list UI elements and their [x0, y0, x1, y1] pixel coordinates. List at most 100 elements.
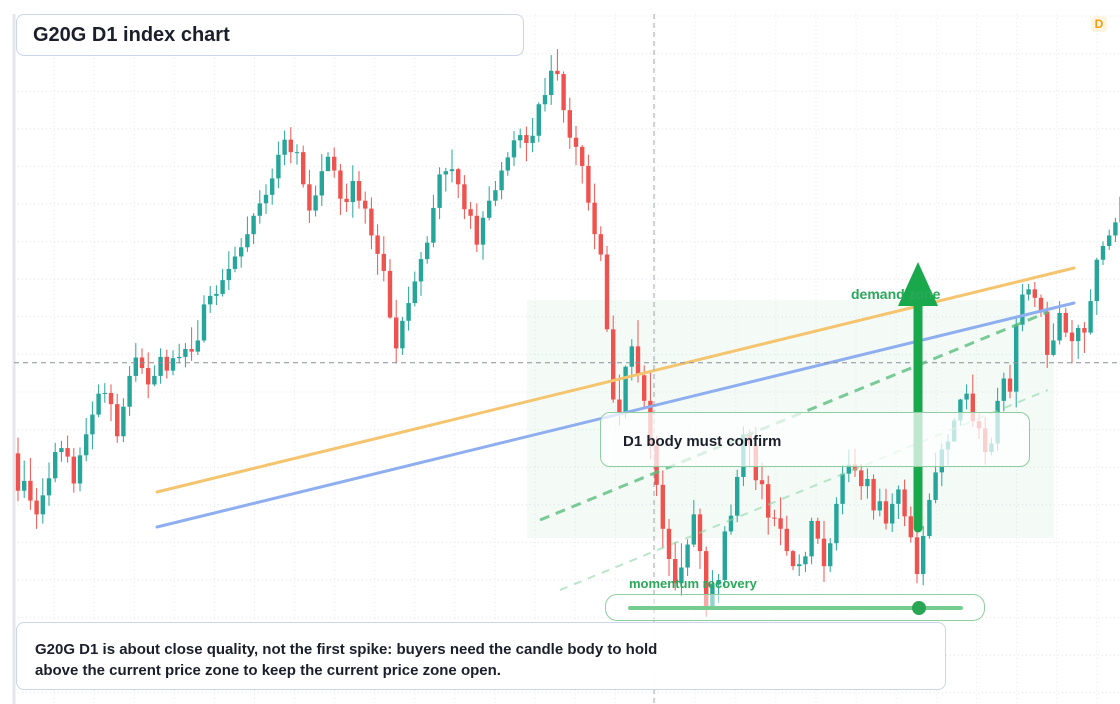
- candle: [201, 295, 207, 343]
- candle-body: [226, 268, 231, 281]
- candle-body: [728, 515, 734, 532]
- candle-body: [803, 556, 808, 565]
- candle-body: [121, 406, 126, 437]
- candle: [1107, 229, 1112, 250]
- candle: [567, 97, 572, 149]
- candle-body: [77, 455, 83, 484]
- candle: [592, 183, 597, 250]
- candle: [139, 348, 145, 374]
- candle-body: [115, 404, 120, 437]
- candle-body: [195, 340, 200, 352]
- candle-body: [462, 184, 467, 210]
- candle-body: [704, 551, 709, 609]
- candle-body: [356, 181, 362, 201]
- candle-body: [170, 358, 176, 371]
- candle: [462, 175, 467, 220]
- candle: [524, 126, 529, 162]
- candle-body: [1076, 328, 1081, 342]
- candle: [319, 154, 324, 206]
- candle-body: [573, 137, 579, 147]
- candle: [152, 365, 157, 387]
- momentum-slider-knob[interactable]: [912, 601, 927, 615]
- candle-body: [245, 234, 250, 248]
- candle-body: [34, 500, 39, 515]
- candle: [239, 238, 244, 268]
- momentum-slider-track: [628, 606, 963, 610]
- candle-body: [592, 202, 597, 235]
- candle: [183, 343, 188, 368]
- candle-body: [239, 247, 244, 257]
- candle: [679, 543, 684, 597]
- candle-body: [263, 194, 269, 204]
- candle: [784, 515, 789, 556]
- candle-body: [790, 551, 796, 567]
- candle: [555, 49, 560, 81]
- candle: [344, 183, 349, 212]
- candle: [685, 539, 690, 577]
- momentum-label: momentum recovery: [629, 576, 757, 591]
- candle-body: [1051, 340, 1056, 355]
- candle-body: [883, 501, 889, 524]
- candle-body: [15, 453, 21, 491]
- candle: [77, 447, 83, 492]
- candle: [1051, 323, 1056, 357]
- candle-body: [598, 234, 603, 255]
- candle-body: [177, 356, 182, 359]
- momentum-slider[interactable]: [605, 594, 985, 621]
- crosshair: [14, 14, 1120, 704]
- candle-body: [344, 198, 349, 203]
- candle: [257, 190, 262, 224]
- candle-body: [933, 472, 938, 500]
- candle: [387, 259, 393, 319]
- candle-body: [449, 169, 455, 172]
- candle-body: [914, 537, 920, 575]
- candle: [158, 348, 163, 384]
- candle: [177, 343, 182, 364]
- candle-body: [611, 329, 616, 400]
- candle-body: [840, 473, 845, 504]
- candle: [697, 508, 703, 569]
- candle-body: [431, 207, 436, 243]
- candle-body: [1069, 332, 1075, 342]
- candle-body: [530, 135, 535, 143]
- candle-body: [394, 317, 399, 349]
- candle-body: [778, 518, 783, 529]
- candle: [1082, 322, 1087, 353]
- candle-body: [524, 135, 529, 143]
- candle-body: [425, 242, 430, 260]
- candle: [580, 144, 585, 184]
- candle-body: [412, 281, 417, 304]
- candle: [363, 191, 368, 224]
- candle: [759, 462, 765, 500]
- candle-body: [617, 399, 622, 413]
- candle: [1088, 289, 1093, 335]
- candle-body: [635, 346, 641, 376]
- candle: [611, 315, 616, 403]
- candle-body: [65, 448, 70, 457]
- candle: [251, 213, 256, 245]
- candle: [270, 168, 275, 205]
- candle: [735, 469, 740, 523]
- candle-body: [257, 203, 262, 216]
- candle: [22, 460, 27, 498]
- candle-body: [350, 181, 355, 203]
- candle: [307, 169, 312, 224]
- candle-body: [208, 295, 213, 305]
- candle-body: [214, 293, 219, 296]
- candle-body: [400, 320, 405, 349]
- candle-body: [40, 495, 45, 515]
- candle: [499, 161, 504, 200]
- candle: [1094, 257, 1099, 315]
- candle-body: [375, 235, 380, 254]
- timeframe-badge[interactable]: D: [1091, 16, 1107, 32]
- candle: [1057, 301, 1062, 345]
- candle: [1032, 282, 1037, 308]
- candle-body: [387, 270, 393, 318]
- candle-body: [927, 499, 932, 537]
- candle: [282, 130, 287, 166]
- candle-body: [908, 516, 913, 538]
- candle-body: [766, 484, 771, 518]
- candle: [195, 320, 200, 355]
- candle-body: [964, 393, 969, 400]
- candle: [927, 493, 932, 539]
